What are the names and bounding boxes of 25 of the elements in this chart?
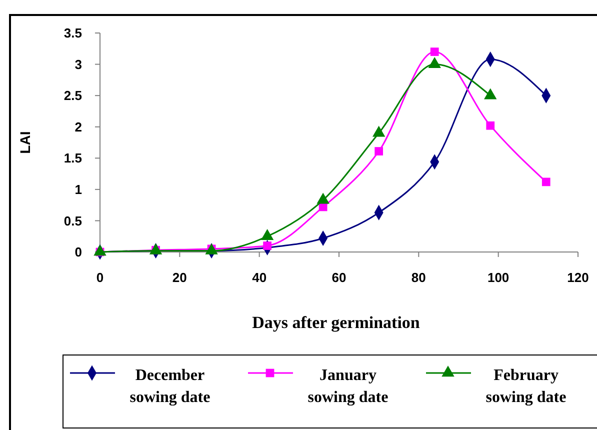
y-axis-title: LAI bbox=[17, 131, 33, 154]
legend-label: December sowing date bbox=[130, 367, 210, 406]
point bbox=[430, 48, 439, 56]
y-tick-label: 2 bbox=[74, 119, 82, 134]
point bbox=[374, 147, 384, 156]
point bbox=[486, 121, 495, 130]
y-tick-label: 3 bbox=[74, 56, 82, 72]
legend-label: February sowing date bbox=[486, 367, 566, 406]
x-tick-label: 120 bbox=[567, 270, 589, 285]
y-tick-label: 2.5 bbox=[64, 88, 82, 104]
x-tick-label: 80 bbox=[411, 270, 426, 285]
x-axis-title: Days after germination bbox=[252, 313, 420, 332]
point bbox=[542, 178, 550, 186]
y-tick-label: 1 bbox=[74, 182, 82, 197]
x-tick-label: 20 bbox=[172, 270, 187, 285]
x-tick-label: 60 bbox=[332, 270, 346, 285]
legend-label: January sowing date bbox=[308, 367, 388, 406]
x-tick-label: 40 bbox=[252, 270, 267, 285]
point bbox=[318, 202, 328, 212]
x-tick-label: 0 bbox=[96, 270, 104, 285]
y-tick-label: 1.5 bbox=[64, 150, 82, 166]
y-tick-label: 3.5 bbox=[64, 26, 82, 41]
y-tick-label: 0 bbox=[74, 244, 82, 260]
y-tick-label: 0.5 bbox=[64, 213, 82, 228]
x-tick-label: 100 bbox=[487, 270, 510, 285]
